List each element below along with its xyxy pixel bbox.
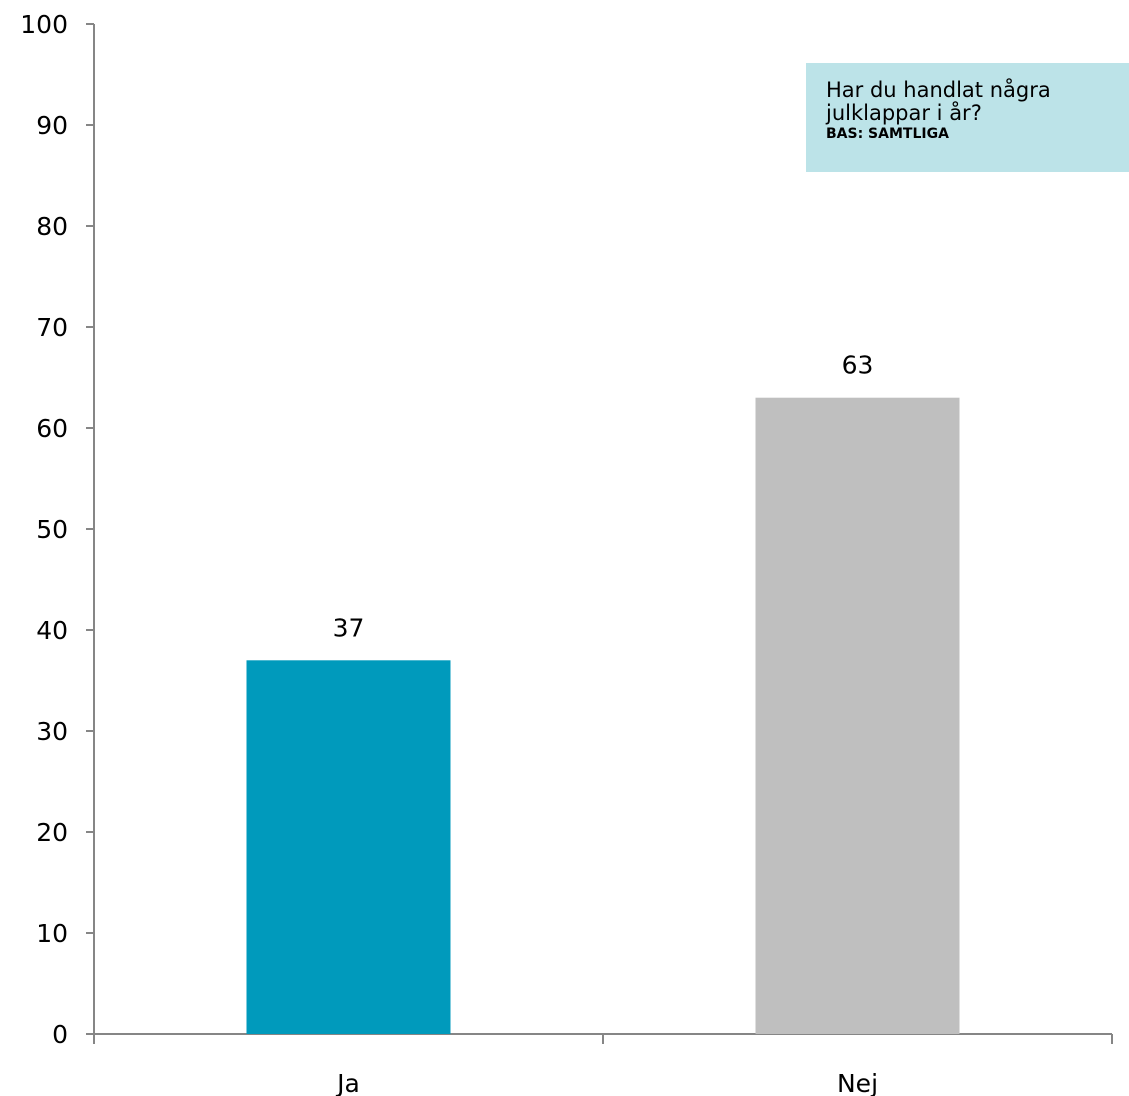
y-tick-label: 80 xyxy=(36,212,68,241)
y-axis-ticks: 0 10 20 30 40 50 60 70 80 90 100 xyxy=(20,10,94,1049)
y-tick-label: 100 xyxy=(20,10,68,39)
y-tick-label: 10 xyxy=(36,919,68,948)
y-tick-label: 20 xyxy=(36,818,68,847)
y-tick-label: 60 xyxy=(36,414,68,443)
chart-bars xyxy=(246,397,960,1034)
bar-nej xyxy=(755,397,960,1034)
y-tick-label: 70 xyxy=(36,313,68,342)
x-category-label-nej: Nej xyxy=(837,1069,878,1096)
x-category-label-ja: Ja xyxy=(335,1069,360,1096)
question-base-label: BAS: SAMTLIGA xyxy=(826,126,949,142)
chart-labels: 37 Ja 63 Nej xyxy=(333,351,878,1096)
data-label-ja: 37 xyxy=(333,613,365,642)
question-box: Har du handlat några julklappar i år? BA… xyxy=(806,63,1129,172)
bar-ja xyxy=(246,660,451,1034)
y-tick-label: 40 xyxy=(36,616,68,645)
question-text: Har du handlat några julklappar i år? xyxy=(826,78,1051,125)
y-tick-label: 0 xyxy=(52,1020,68,1049)
data-label-nej: 63 xyxy=(842,351,874,380)
y-tick-label: 30 xyxy=(36,717,68,746)
y-tick-label: 50 xyxy=(36,515,68,544)
y-tick-label: 90 xyxy=(36,111,68,140)
